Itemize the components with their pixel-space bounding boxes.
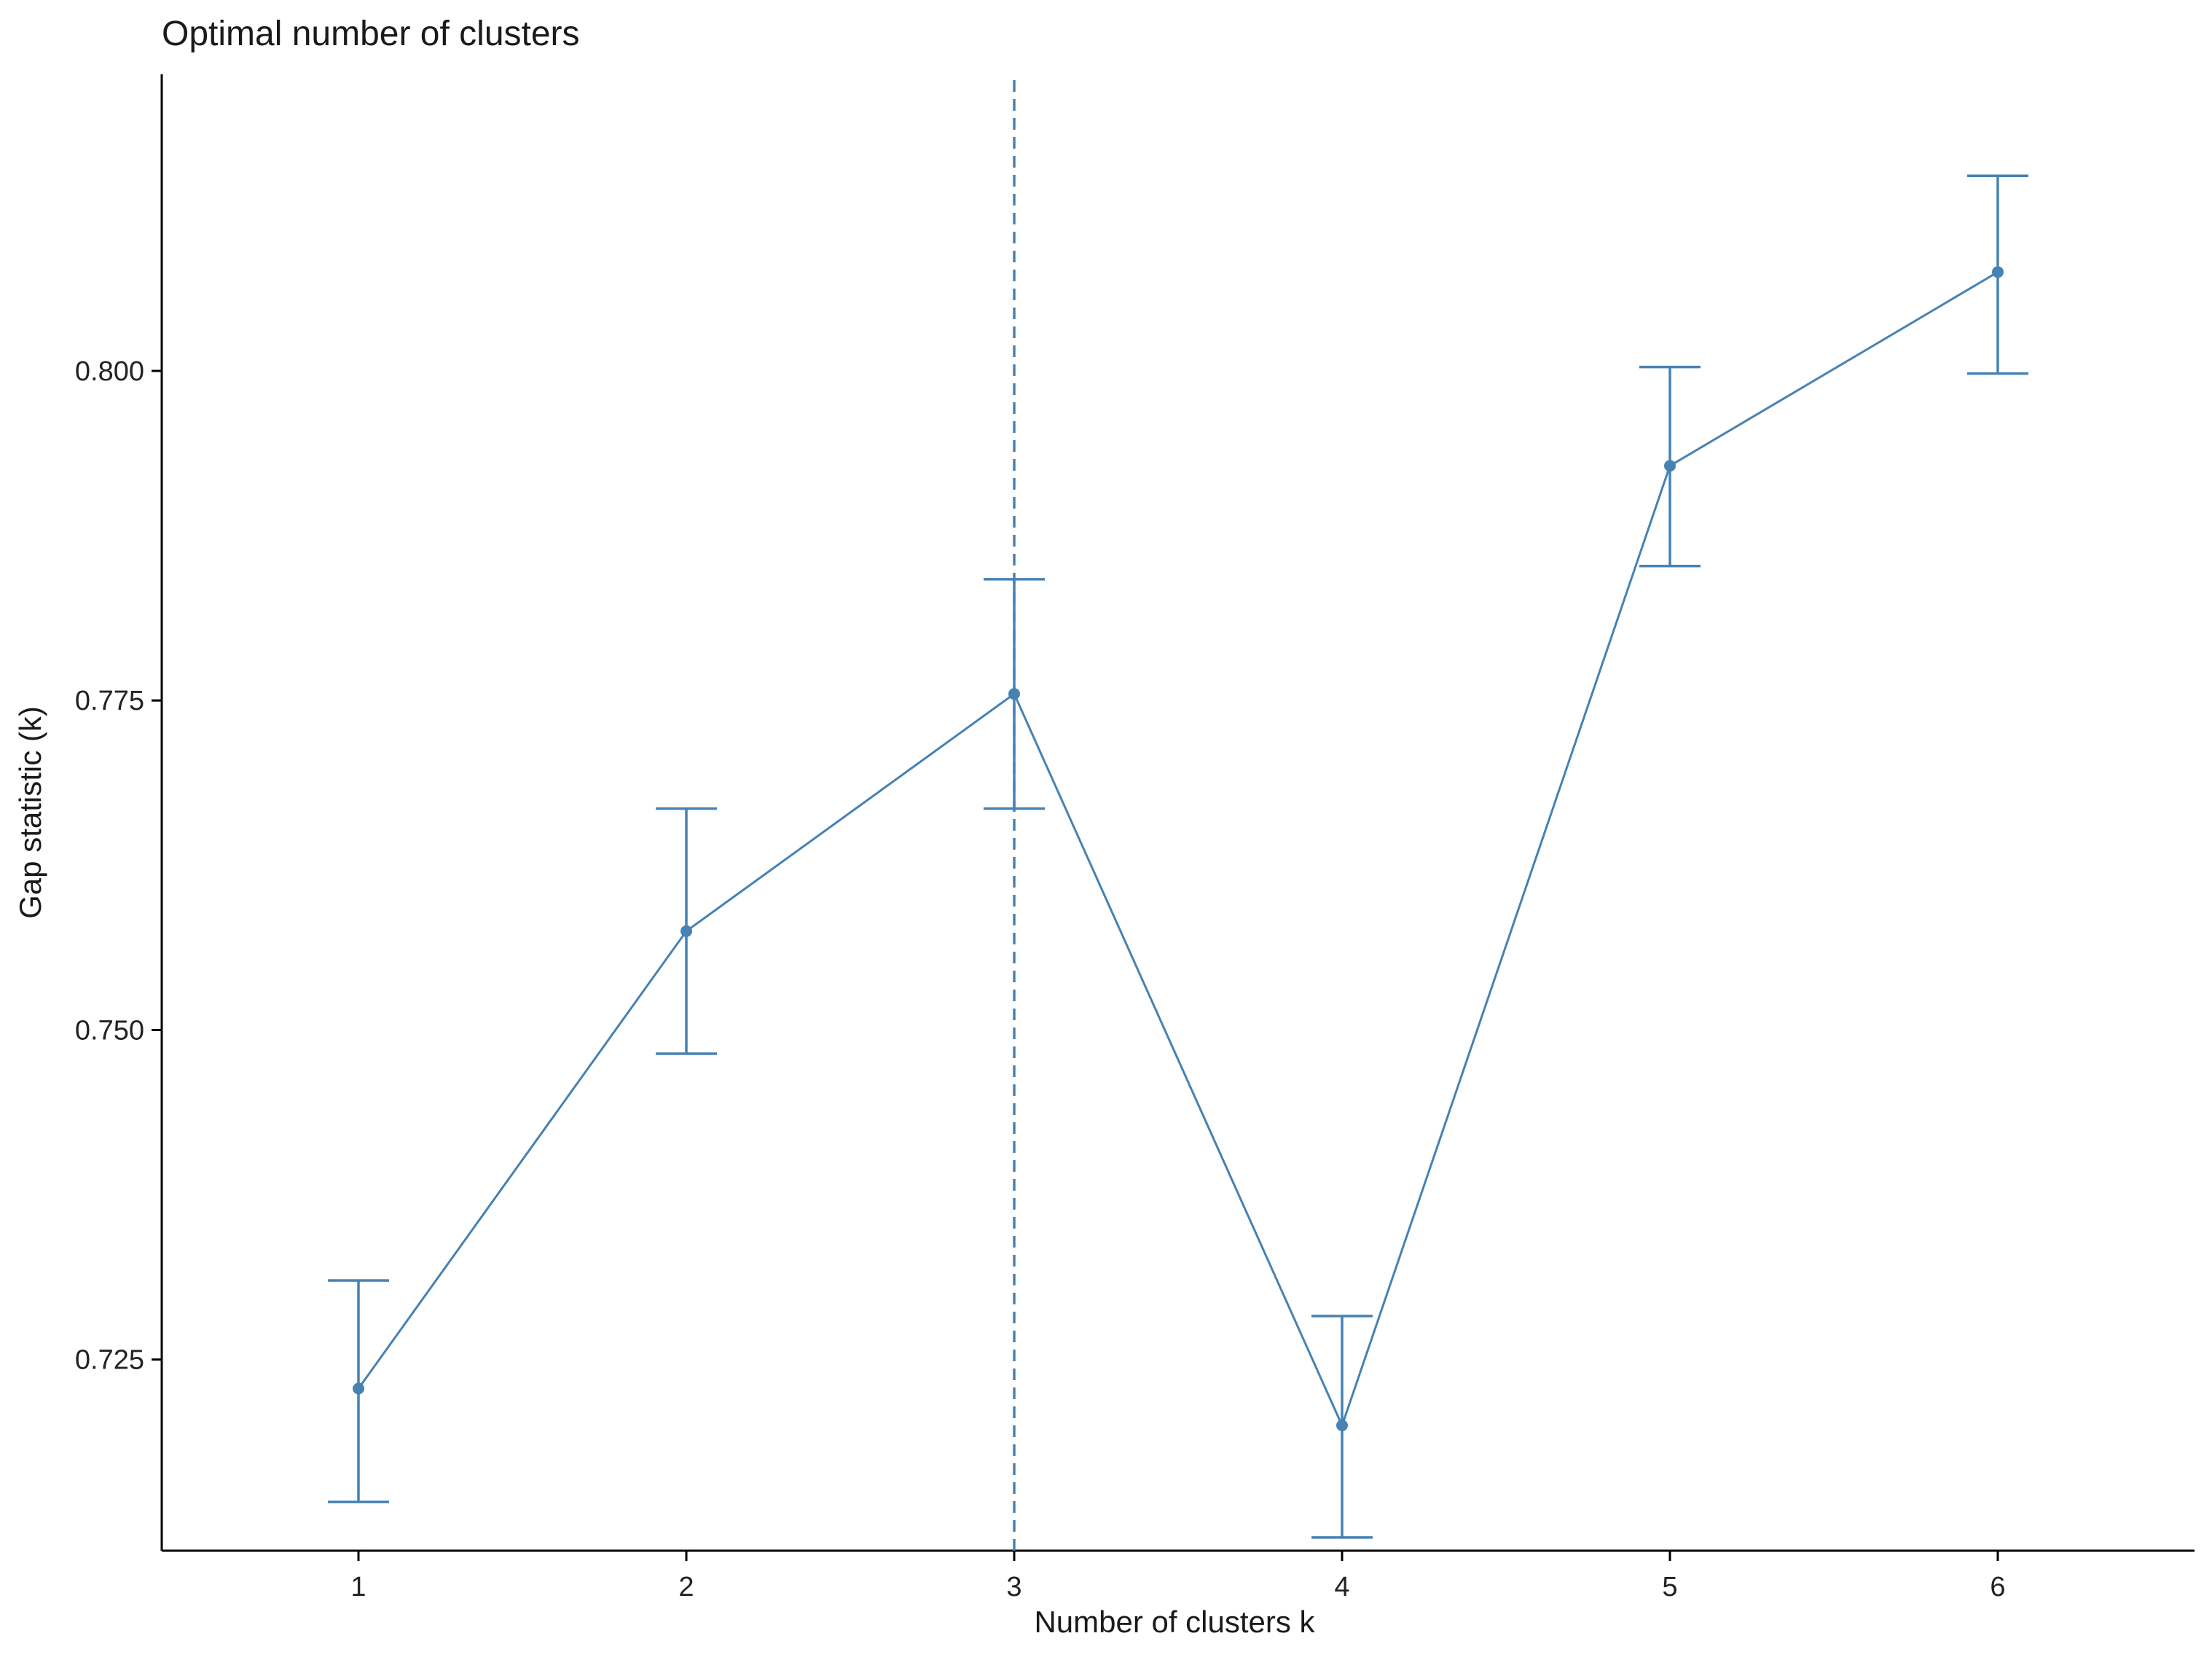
x-axis-ticks: 1 2 3 4 5 6 [350, 1551, 2006, 1602]
data-point [1664, 460, 1676, 472]
data-point [1336, 1420, 1348, 1432]
x-tick-label: 3 [1006, 1572, 1021, 1602]
y-axis-ticks: 0.725 0.750 0.775 0.800 [75, 356, 162, 1376]
series-line [357, 271, 1999, 1429]
y-axis-title: Gap statistic (k) [13, 706, 47, 919]
y-tick-label: 0.725 [75, 1345, 144, 1376]
plot-area: 0.725 0.750 0.775 0.800 1 2 3 4 5 6 [75, 74, 2195, 1602]
x-tick-label: 1 [350, 1572, 366, 1602]
y-tick-label: 0.775 [75, 686, 144, 716]
x-tick-label: 5 [1662, 1572, 1677, 1602]
x-tick-label: 6 [1990, 1572, 2005, 1602]
data-point [1008, 688, 1020, 700]
x-tick-label: 4 [1334, 1572, 1349, 1602]
y-tick-label: 0.800 [75, 356, 144, 387]
data-point [353, 1382, 364, 1395]
data-point [1992, 266, 2004, 278]
series-layer [328, 174, 2028, 1539]
chart-title: Optimal number of clusters [162, 15, 580, 53]
data-point [681, 925, 692, 937]
y-tick-label: 0.750 [75, 1015, 144, 1046]
x-tick-label: 2 [678, 1572, 694, 1602]
x-axis-title: Number of clusters k [1034, 1605, 1315, 1639]
